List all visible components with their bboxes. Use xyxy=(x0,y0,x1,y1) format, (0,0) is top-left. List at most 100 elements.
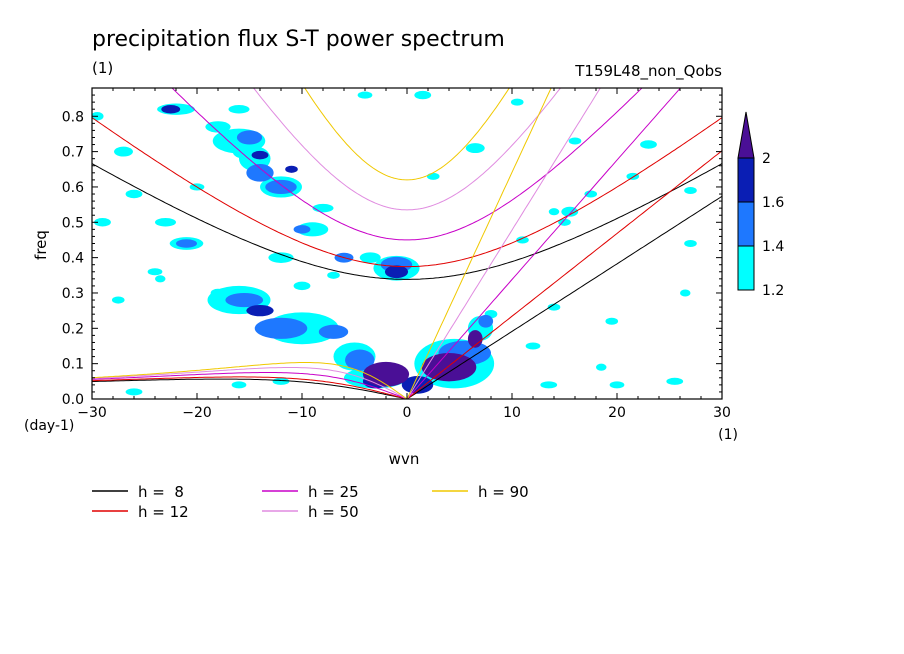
shaded-region xyxy=(205,121,231,133)
shaded-region xyxy=(176,239,197,248)
shaded-region xyxy=(293,225,311,234)
shaded-region xyxy=(465,143,485,154)
shaded-region xyxy=(265,179,297,195)
y-tick-label: 0.7 xyxy=(62,145,84,161)
x-tick-label: −10 xyxy=(287,405,317,421)
shaded-region xyxy=(232,144,256,159)
shaded-region xyxy=(680,289,691,297)
y-tick-label: 0.5 xyxy=(62,215,84,231)
dispersion-curves xyxy=(92,88,722,399)
colorbar-label: 1.6 xyxy=(762,195,784,211)
shaded-region xyxy=(125,189,143,199)
y-tick-label: 0.6 xyxy=(62,180,84,196)
shaded-region xyxy=(421,353,477,382)
shaded-region xyxy=(236,130,263,145)
shaded-region xyxy=(516,236,529,244)
legend-label-h50: h = 50 xyxy=(308,503,359,521)
y-tick-label: 0.0 xyxy=(62,392,84,408)
shaded-region xyxy=(684,239,697,248)
shaded-region xyxy=(467,330,483,348)
axis-ticks: −30 −20 −10 0 10 20 30 0.0 0.1 0.2 0.3 0.4 0.5 0.6 0.7… xyxy=(62,88,731,421)
colorbar-label: 1.2 xyxy=(762,283,784,299)
shaded-region xyxy=(147,268,163,276)
x-tick-label: 10 xyxy=(503,405,521,421)
shaded-region xyxy=(609,381,625,389)
legend-label-h25: h = 25 xyxy=(308,483,359,501)
colorbar-box-3 xyxy=(737,157,755,203)
curve-h90-rossby xyxy=(92,362,408,399)
shaded-region xyxy=(547,303,561,311)
shaded-region xyxy=(293,281,311,291)
curve-h12-kelvin xyxy=(406,150,722,399)
colorbar-box-1 xyxy=(737,245,755,291)
shaded-region xyxy=(285,165,298,173)
shaded-region xyxy=(426,172,440,180)
shaded-region xyxy=(510,98,524,106)
x-tick-label: −20 xyxy=(182,405,212,421)
legend: h = 8 h = 12 h = 25 h = 50 h = 90 xyxy=(92,483,529,521)
shaded-region xyxy=(525,342,541,350)
shaded-region xyxy=(684,186,697,195)
shaded-region xyxy=(246,304,274,317)
shaded-region xyxy=(228,104,250,114)
chart-title: precipitation flux S-T power spectrum xyxy=(92,27,505,52)
shaded-region xyxy=(414,90,432,100)
legend-label-h90: h = 90 xyxy=(478,483,529,501)
colorbar: 1.2 1.4 1.6 2 xyxy=(737,111,784,299)
shaded-region xyxy=(125,388,143,396)
y-tick-label: 0.1 xyxy=(62,357,84,373)
shaded-region xyxy=(327,271,340,279)
curve-h50-kelvin xyxy=(406,88,601,399)
legend-label-h8: h = 8 xyxy=(138,483,184,501)
curve-h90-gravity xyxy=(304,88,510,181)
shaded-region xyxy=(268,252,294,263)
curve-h50-rossby xyxy=(92,367,408,399)
legend-label-h12: h = 12 xyxy=(138,503,189,521)
curve-h50-gravity xyxy=(252,88,562,211)
shaded-region xyxy=(161,104,181,114)
curve-h12-rossby xyxy=(92,376,408,399)
shaded-region xyxy=(584,190,598,198)
chart-subtitle-right: T159L48_non_Qobs xyxy=(574,62,722,81)
y-axis-label: freq xyxy=(32,230,50,260)
shaded-region xyxy=(251,150,269,160)
curve-h25-rossby xyxy=(92,372,408,399)
shaded-region xyxy=(155,218,176,227)
shaded-region xyxy=(210,288,226,298)
shaded-region xyxy=(401,376,434,394)
shaded-region xyxy=(225,292,264,308)
shaded-region xyxy=(478,314,494,328)
shaded-regions xyxy=(92,90,697,396)
shaded-region xyxy=(384,265,409,279)
x-tick-label: 20 xyxy=(608,405,626,421)
chart-subtitle-left: (1) xyxy=(92,59,113,77)
x-tick-label: 0 xyxy=(403,405,412,421)
shaded-region xyxy=(345,349,375,371)
shaded-region xyxy=(605,317,619,325)
shaded-region xyxy=(568,137,582,145)
shaded-region xyxy=(626,172,640,180)
shaded-region xyxy=(231,381,247,389)
y-tick-label: 0.3 xyxy=(62,286,84,302)
curve-h90-kelvin xyxy=(406,88,552,399)
x-axis-unit: (1) xyxy=(718,427,738,443)
shaded-region xyxy=(666,377,684,385)
x-tick-label: 30 xyxy=(713,405,731,421)
colorbar-label: 1.4 xyxy=(762,239,784,255)
shaded-region xyxy=(94,218,111,227)
colorbar-box-2 xyxy=(737,201,755,247)
y-axis-unit: (day-1) xyxy=(24,418,74,434)
shaded-region xyxy=(254,317,308,339)
curve-h8-gravity xyxy=(92,163,722,280)
shaded-region xyxy=(155,275,166,283)
curve-h12-gravity xyxy=(92,117,722,268)
shaded-region xyxy=(596,363,607,371)
x-tick-label: −30 xyxy=(77,405,107,421)
shaded-region xyxy=(272,377,290,385)
colorbar-label: 2 xyxy=(762,151,771,167)
shaded-region xyxy=(640,140,657,149)
shaded-region xyxy=(312,203,334,213)
shaded-region xyxy=(111,296,125,304)
shaded-region xyxy=(362,361,410,387)
shaded-region xyxy=(540,381,558,389)
